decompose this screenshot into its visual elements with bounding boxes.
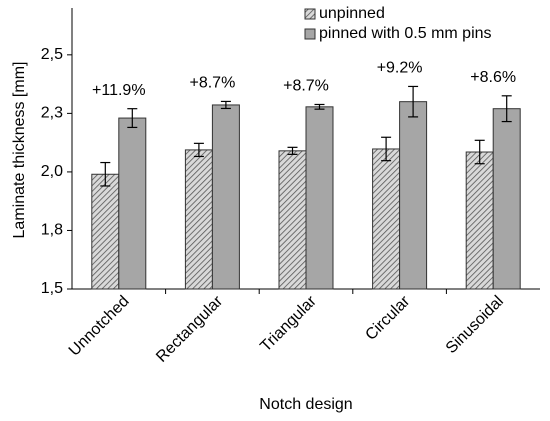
bar bbox=[118, 117, 147, 290]
x-tick-label: Rectangular bbox=[153, 292, 227, 366]
x-tick-label: Sinusoidal bbox=[443, 293, 507, 357]
bar bbox=[465, 151, 494, 290]
legend-swatch bbox=[304, 28, 316, 40]
bar bbox=[492, 108, 521, 290]
y-tick-label: 2,3 bbox=[41, 105, 63, 122]
y-axis-title: Laminate thickness [mm] bbox=[11, 62, 28, 239]
legend-label: pinned with 0.5 mm pins bbox=[319, 25, 492, 42]
legend-swatch bbox=[304, 8, 316, 20]
x-tick-label: Unnotched bbox=[66, 293, 133, 360]
bar bbox=[91, 173, 120, 290]
bar bbox=[184, 149, 213, 290]
annotation: +11.9% bbox=[92, 82, 146, 99]
bar bbox=[278, 150, 307, 290]
annotation: +8.6% bbox=[470, 69, 516, 86]
y-tick-label: 1,8 bbox=[41, 222, 63, 239]
y-tick-label: 1,5 bbox=[41, 280, 63, 297]
y-tick-label: 2,0 bbox=[41, 163, 63, 180]
annotation: +8.7% bbox=[189, 75, 235, 92]
bar bbox=[211, 104, 240, 290]
x-tick-label: Circular bbox=[362, 292, 413, 343]
bar bbox=[399, 101, 428, 290]
annotation: +8.7% bbox=[283, 78, 329, 95]
bar bbox=[372, 148, 401, 290]
annotation: +9.2% bbox=[377, 60, 423, 77]
x-tick-label: Triangular bbox=[257, 292, 320, 355]
bar bbox=[305, 106, 334, 290]
x-axis-title: Notch design bbox=[259, 396, 352, 413]
legend-label: unpinned bbox=[319, 5, 385, 22]
y-tick-label: 2,5 bbox=[41, 46, 63, 63]
